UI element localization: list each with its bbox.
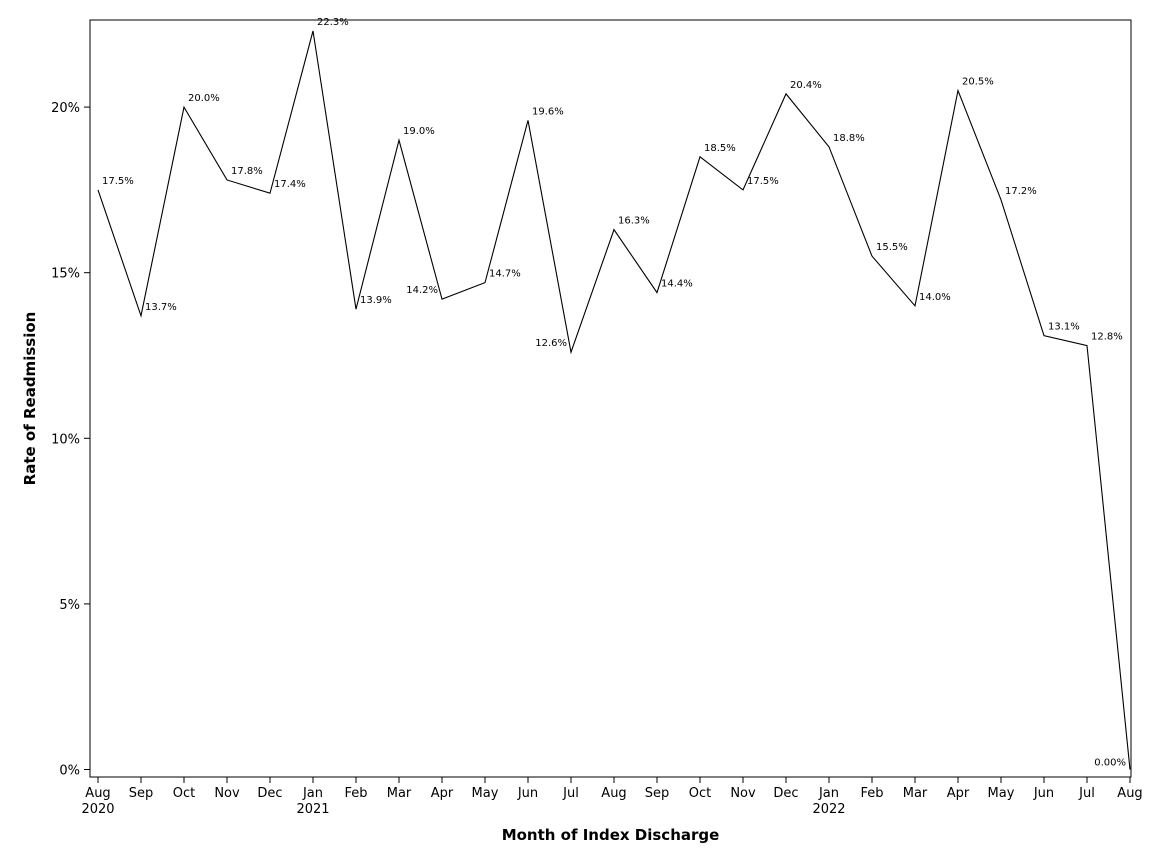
plot-frame: [89, 19, 1132, 778]
x-axis-title: Month of Index Discharge: [502, 826, 720, 844]
x-tick-label: Jan: [818, 786, 839, 801]
x-year-label: 2021: [296, 802, 329, 817]
x-tick-label: Sep: [645, 786, 670, 801]
y-tick-label: 0%: [59, 764, 80, 779]
data-label: 20.4%: [790, 80, 822, 91]
x-tick-label: Aug: [601, 786, 626, 801]
y-axis-title: Rate of Readmission: [21, 312, 39, 486]
data-label: 17.5%: [102, 176, 134, 187]
x-tick-label: Feb: [344, 786, 367, 801]
data-label: 12.6%: [535, 338, 567, 349]
data-label: 0.00%: [1094, 758, 1126, 769]
x-tick-label: Oct: [173, 786, 195, 801]
data-label: 16.3%: [618, 216, 650, 227]
data-label: 17.2%: [1005, 186, 1037, 197]
data-label: 19.6%: [532, 106, 564, 117]
x-tick-label: Jun: [1033, 786, 1054, 801]
x-tick-label: Aug: [85, 786, 110, 801]
y-axis: 0% 5% 10% 15% 20%: [51, 101, 90, 779]
x-axis: Aug Sep Oct Nov Dec Jan Feb Mar Apr May Jun Jul Aug S…: [81, 777, 1143, 817]
data-label: 14.0%: [919, 292, 951, 303]
x-tick-label: Mar: [387, 786, 412, 801]
data-label: 22.3%: [317, 17, 349, 28]
x-year-label: 2022: [812, 802, 845, 817]
y-tick-label: 10%: [51, 432, 80, 447]
data-label: 17.8%: [231, 166, 263, 177]
data-label: 20.0%: [188, 93, 220, 104]
data-label: 19.0%: [403, 126, 435, 137]
data-label: 18.8%: [833, 133, 865, 144]
y-tick-label: 15%: [51, 267, 80, 282]
x-tick-label: Apr: [431, 786, 454, 801]
y-tick-label: 5%: [59, 598, 80, 613]
x-year-label: 2020: [81, 802, 114, 817]
x-tick-label: Apr: [947, 786, 970, 801]
y-tick-label: 20%: [51, 101, 80, 116]
x-tick-label: Jul: [1078, 786, 1095, 801]
data-label: 17.4%: [274, 179, 306, 190]
data-labels: 17.5% 13.7% 20.0% 17.8% 17.4% 22.3% 13.9% 19.0%…: [102, 17, 1126, 769]
data-label: 13.1%: [1048, 322, 1080, 333]
data-label: 13.9%: [360, 295, 392, 306]
data-label: 15.5%: [876, 242, 908, 253]
data-label: 13.7%: [145, 302, 177, 313]
x-tick-label: Nov: [730, 786, 756, 801]
data-label: 14.7%: [489, 269, 521, 280]
data-label: 14.4%: [661, 279, 693, 290]
data-label: 12.8%: [1091, 332, 1123, 343]
x-tick-label: Oct: [689, 786, 711, 801]
x-tick-label: Jul: [562, 786, 579, 801]
x-tick-label: Nov: [214, 786, 240, 801]
data-label: 18.5%: [704, 143, 736, 154]
x-tick-label: May: [988, 786, 1015, 801]
x-tick-label: May: [472, 786, 499, 801]
x-tick-label: Dec: [257, 786, 282, 801]
x-tick-label: Feb: [860, 786, 883, 801]
x-tick-label: Aug: [1117, 786, 1142, 801]
data-label: 20.5%: [962, 77, 994, 88]
x-tick-label: Dec: [773, 786, 798, 801]
data-label: 17.5%: [747, 176, 779, 187]
x-tick-label: Mar: [903, 786, 928, 801]
series-line: [97, 30, 1131, 770]
x-tick-label: Jan: [302, 786, 323, 801]
x-tick-label: Jun: [517, 786, 538, 801]
x-tick-label: Sep: [129, 786, 154, 801]
data-label: 14.2%: [406, 285, 438, 296]
